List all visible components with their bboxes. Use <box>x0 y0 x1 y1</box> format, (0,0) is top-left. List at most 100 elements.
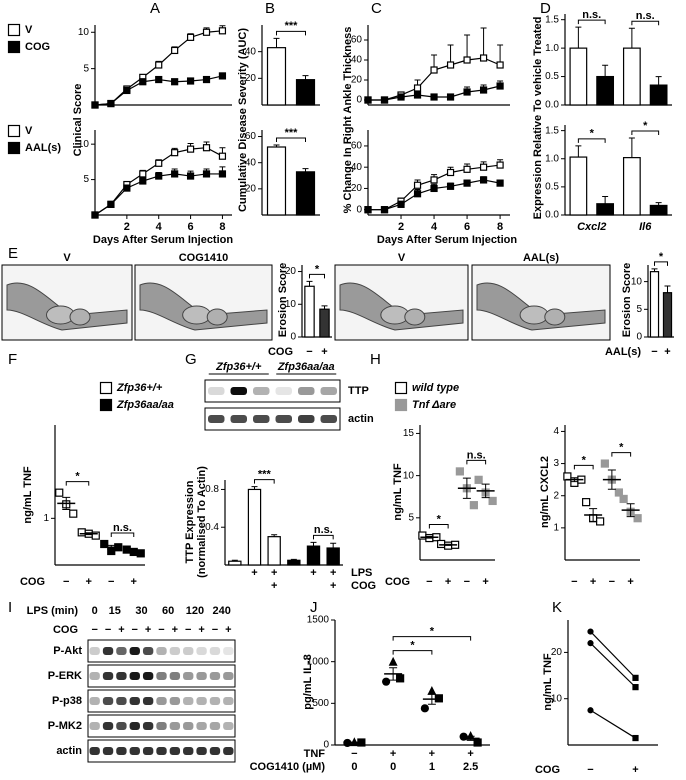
y-tick-label: 20 <box>245 183 257 194</box>
image-label: COG1410 <box>179 252 229 264</box>
sig-bracket <box>392 636 472 641</box>
point <box>633 514 642 523</box>
point <box>123 86 131 95</box>
point <box>91 211 99 219</box>
blot-band <box>129 747 140 755</box>
point <box>430 93 438 101</box>
point <box>600 459 609 468</box>
point <box>388 656 398 666</box>
point <box>413 190 422 198</box>
x-tick-label: 8 <box>497 221 503 233</box>
blot-header-label: LPS (min) <box>27 605 79 617</box>
row-value: 2.5 <box>463 761 478 773</box>
row-value: + <box>632 764 638 776</box>
bar <box>266 146 287 216</box>
blot-band <box>142 647 154 655</box>
legend-label: Zfp36aa/aa <box>116 399 174 411</box>
blot-band <box>230 387 247 395</box>
bar <box>267 536 281 566</box>
y-axis-label: ng/mL TNF <box>392 463 404 521</box>
y-tick-label: 20 <box>351 183 363 194</box>
blot-band <box>209 647 221 655</box>
blot-band <box>208 415 225 423</box>
blot-band <box>209 672 221 680</box>
blot-band <box>102 747 114 755</box>
blot-band <box>116 672 127 680</box>
sig-bracket <box>392 650 433 655</box>
sig-label: *** <box>258 469 272 481</box>
x-tick-label: 6 <box>464 221 470 233</box>
row-label: COG <box>351 580 376 592</box>
y-tick-label: 10 <box>285 299 297 310</box>
point <box>77 528 86 537</box>
row-value: + <box>482 576 488 588</box>
row-value: − <box>426 576 432 588</box>
y-tick-label: 20 <box>551 647 563 658</box>
pair-line <box>590 631 636 679</box>
y-axis-label: Erosion Score <box>277 263 289 338</box>
error-bar <box>444 543 453 546</box>
point <box>420 704 429 713</box>
blot-band <box>89 747 100 755</box>
y-tick-label: 1.5 <box>545 125 559 136</box>
bar <box>266 47 287 106</box>
point <box>587 707 594 714</box>
y-tick-label: 500 <box>312 698 329 709</box>
blot-band <box>116 747 127 755</box>
point <box>171 170 179 178</box>
y-tick-label: 0 <box>356 204 362 215</box>
bone-shape <box>6 282 128 331</box>
blot-band <box>223 672 234 680</box>
bar <box>569 156 588 216</box>
x-tick-label: Il6 <box>639 221 652 233</box>
image-label: V <box>398 252 406 264</box>
x-tick-label: 4 <box>156 221 163 233</box>
x-tick-label: 4 <box>431 221 438 233</box>
legend-swatch <box>7 141 21 155</box>
sig-bracket <box>309 273 325 279</box>
y-tick-label: 0 <box>636 332 642 343</box>
row-label: COG1410 (µM) <box>250 761 326 773</box>
row-value: + <box>664 346 670 358</box>
row-value: + <box>251 567 257 579</box>
error-bar <box>481 483 490 499</box>
x-axis-label: Days After Serum Injection <box>377 234 517 246</box>
point <box>488 496 497 506</box>
blot-band <box>102 697 114 705</box>
blot-band <box>142 672 154 680</box>
y-axis-label: pg/mL IL-8 <box>302 654 314 709</box>
panel-letter: F <box>8 351 17 368</box>
blot-band <box>230 415 247 423</box>
sig-label: * <box>315 263 320 275</box>
row-value: + <box>131 576 137 588</box>
blot-row-label: P-p38 <box>52 695 82 707</box>
point <box>186 172 195 180</box>
sig-label: * <box>643 120 648 132</box>
point <box>496 82 504 90</box>
point <box>186 145 195 153</box>
sig-label: *** <box>285 127 299 139</box>
legend-swatch <box>7 23 21 37</box>
blot-band <box>196 747 207 755</box>
bone-shape <box>339 282 464 331</box>
error-bar <box>107 544 116 550</box>
blot-band <box>320 387 337 395</box>
error-bar <box>602 195 609 204</box>
point <box>632 684 639 691</box>
bar <box>326 547 340 566</box>
row-value: + <box>467 748 473 760</box>
point <box>496 61 504 69</box>
blot-band <box>129 722 140 730</box>
bone-shape <box>206 308 228 326</box>
blot-header: 240 <box>212 605 230 617</box>
error-bar <box>628 27 635 49</box>
point <box>139 170 147 178</box>
y-tick-label: 40 <box>351 55 363 66</box>
point <box>69 509 78 518</box>
blot-header: − <box>158 624 164 636</box>
point <box>123 184 131 192</box>
y-tick-label: 0.5 <box>545 182 559 193</box>
row-value: − <box>63 576 69 588</box>
